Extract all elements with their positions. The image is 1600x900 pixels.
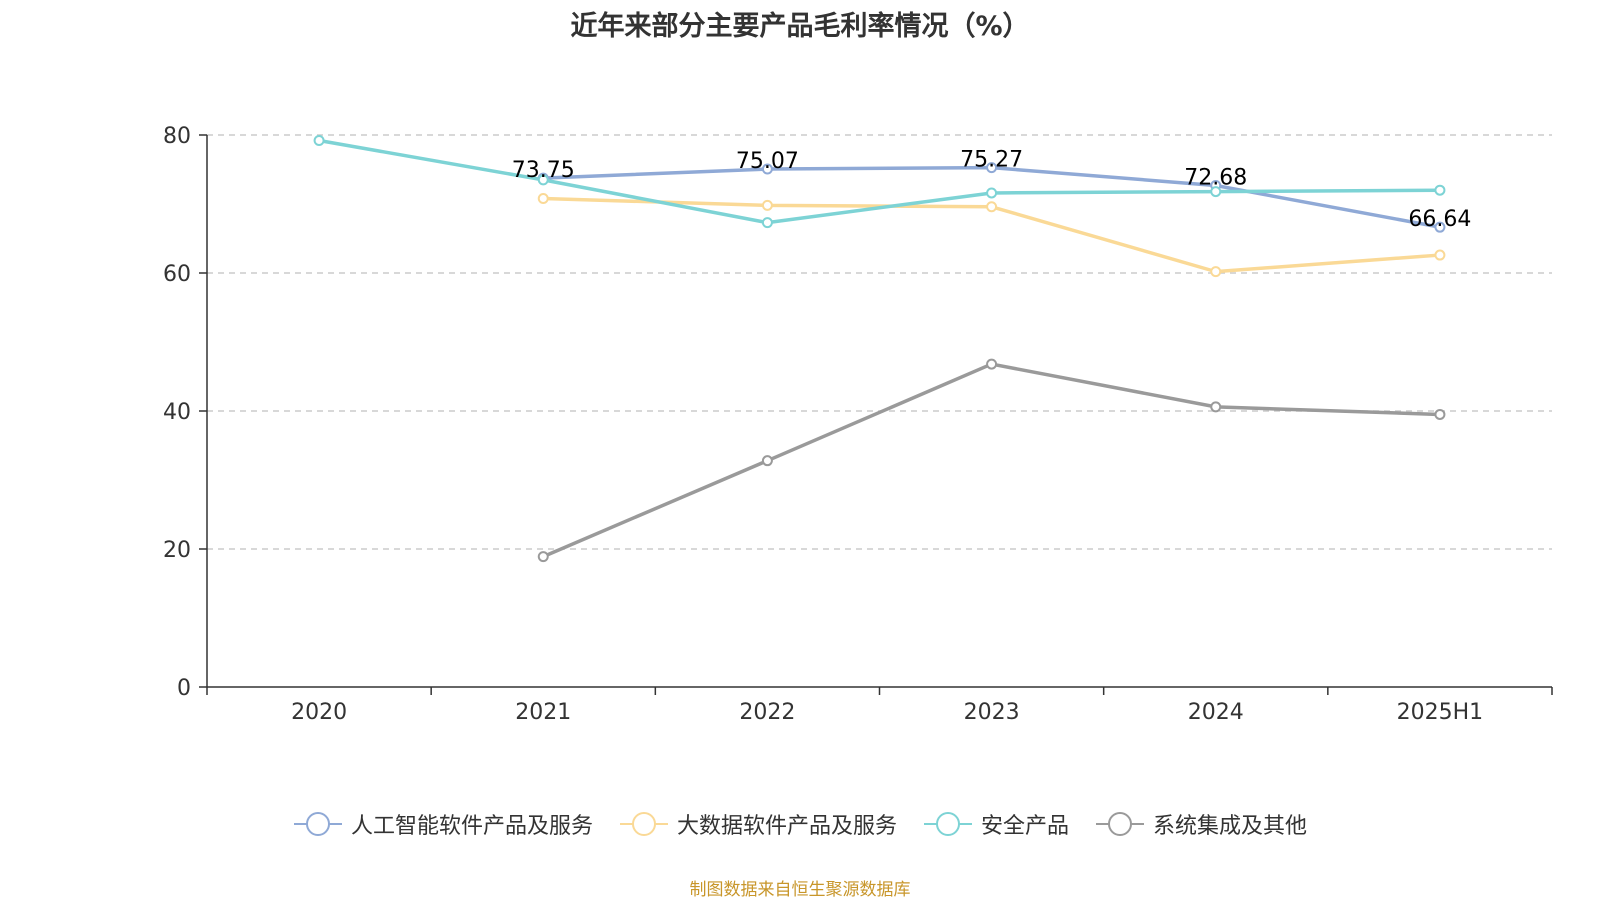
x-tick-label: 2025H1 [1397, 700, 1484, 725]
series-2-point [313, 135, 325, 147]
series-2-point [1210, 186, 1222, 198]
chart-title: 近年来部分主要产品毛利率情况（%） [570, 11, 1030, 42]
x-tick-label: 2023 [964, 700, 1020, 725]
y-tick-label: 20 [163, 538, 191, 563]
series-0-point [1434, 221, 1446, 233]
data-label: 75.07 [736, 149, 799, 174]
legend-line-circle-icon [1096, 812, 1145, 836]
legend-item[interactable]: 安全产品 [923, 808, 1069, 840]
series-line-3 [541, 362, 1442, 559]
legend-item[interactable]: 大数据软件产品及服务 [619, 808, 897, 840]
series-1-point [986, 201, 998, 213]
series-3-point [761, 455, 773, 467]
series-2-point [1434, 184, 1446, 196]
legend-label: 安全产品 [981, 814, 1070, 839]
y-tick-label: 0 [177, 676, 191, 701]
x-tick-label: 2020 [291, 700, 347, 725]
legend-line-circle-icon [619, 812, 668, 836]
series-1-point [1210, 266, 1222, 278]
y-tick-label: 60 [163, 262, 191, 287]
legend-label: 系统集成及其他 [1153, 814, 1308, 839]
y-tick-label: 80 [163, 124, 191, 149]
series-1-point [761, 199, 773, 211]
x-tick-label: 2021 [515, 700, 571, 725]
y-tick-label: 40 [163, 400, 191, 425]
series-3-point [537, 551, 549, 563]
data-label: 75.27 [960, 148, 1023, 173]
series-2-point [986, 187, 998, 199]
series-line-2 [317, 138, 1442, 225]
x-tick-label: 2024 [1188, 700, 1244, 725]
source-note: 制图数据来自恒生聚源数据库 [689, 880, 911, 900]
data-label: 72.68 [1184, 166, 1247, 191]
series-2-point [761, 217, 773, 229]
legend-label: 大数据软件产品及服务 [676, 814, 897, 839]
series-1-point [537, 192, 549, 204]
data-label: 66.64 [1408, 207, 1471, 232]
legend-label: 人工智能软件产品及服务 [350, 814, 593, 839]
series-3-point [1210, 401, 1222, 413]
series-1-point [1434, 249, 1446, 261]
chart-legend: 人工智能软件产品及服务 大数据软件产品及服务 安全产品 系统集成及其他 [0, 808, 1600, 840]
series-0-point [986, 162, 998, 174]
series-3-point [1434, 408, 1446, 420]
data-label: 73.75 [512, 158, 575, 183]
legend-line-circle-icon [293, 812, 342, 836]
legend-item[interactable]: 人工智能软件产品及服务 [293, 808, 593, 840]
series-2-point [537, 174, 549, 186]
series-3-point [986, 358, 998, 370]
x-tick-label: 2022 [739, 700, 795, 725]
series-0-point [761, 163, 773, 175]
legend-item[interactable]: 系统集成及其他 [1095, 808, 1307, 840]
legend-line-circle-icon [924, 812, 972, 836]
